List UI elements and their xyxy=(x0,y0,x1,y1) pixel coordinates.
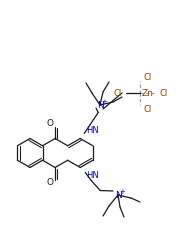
Text: +: + xyxy=(101,99,107,105)
Text: Cl: Cl xyxy=(114,88,122,98)
Text: Cl: Cl xyxy=(144,104,152,114)
Text: N: N xyxy=(115,190,121,200)
Text: HN: HN xyxy=(86,126,99,135)
Text: Zn: Zn xyxy=(142,88,154,98)
Text: N: N xyxy=(97,100,103,110)
Text: O: O xyxy=(47,178,54,187)
Text: Cl: Cl xyxy=(160,88,168,98)
Text: O: O xyxy=(47,119,54,128)
Text: Cl: Cl xyxy=(144,72,152,82)
Text: +: + xyxy=(119,189,125,195)
Text: HN: HN xyxy=(86,171,99,180)
